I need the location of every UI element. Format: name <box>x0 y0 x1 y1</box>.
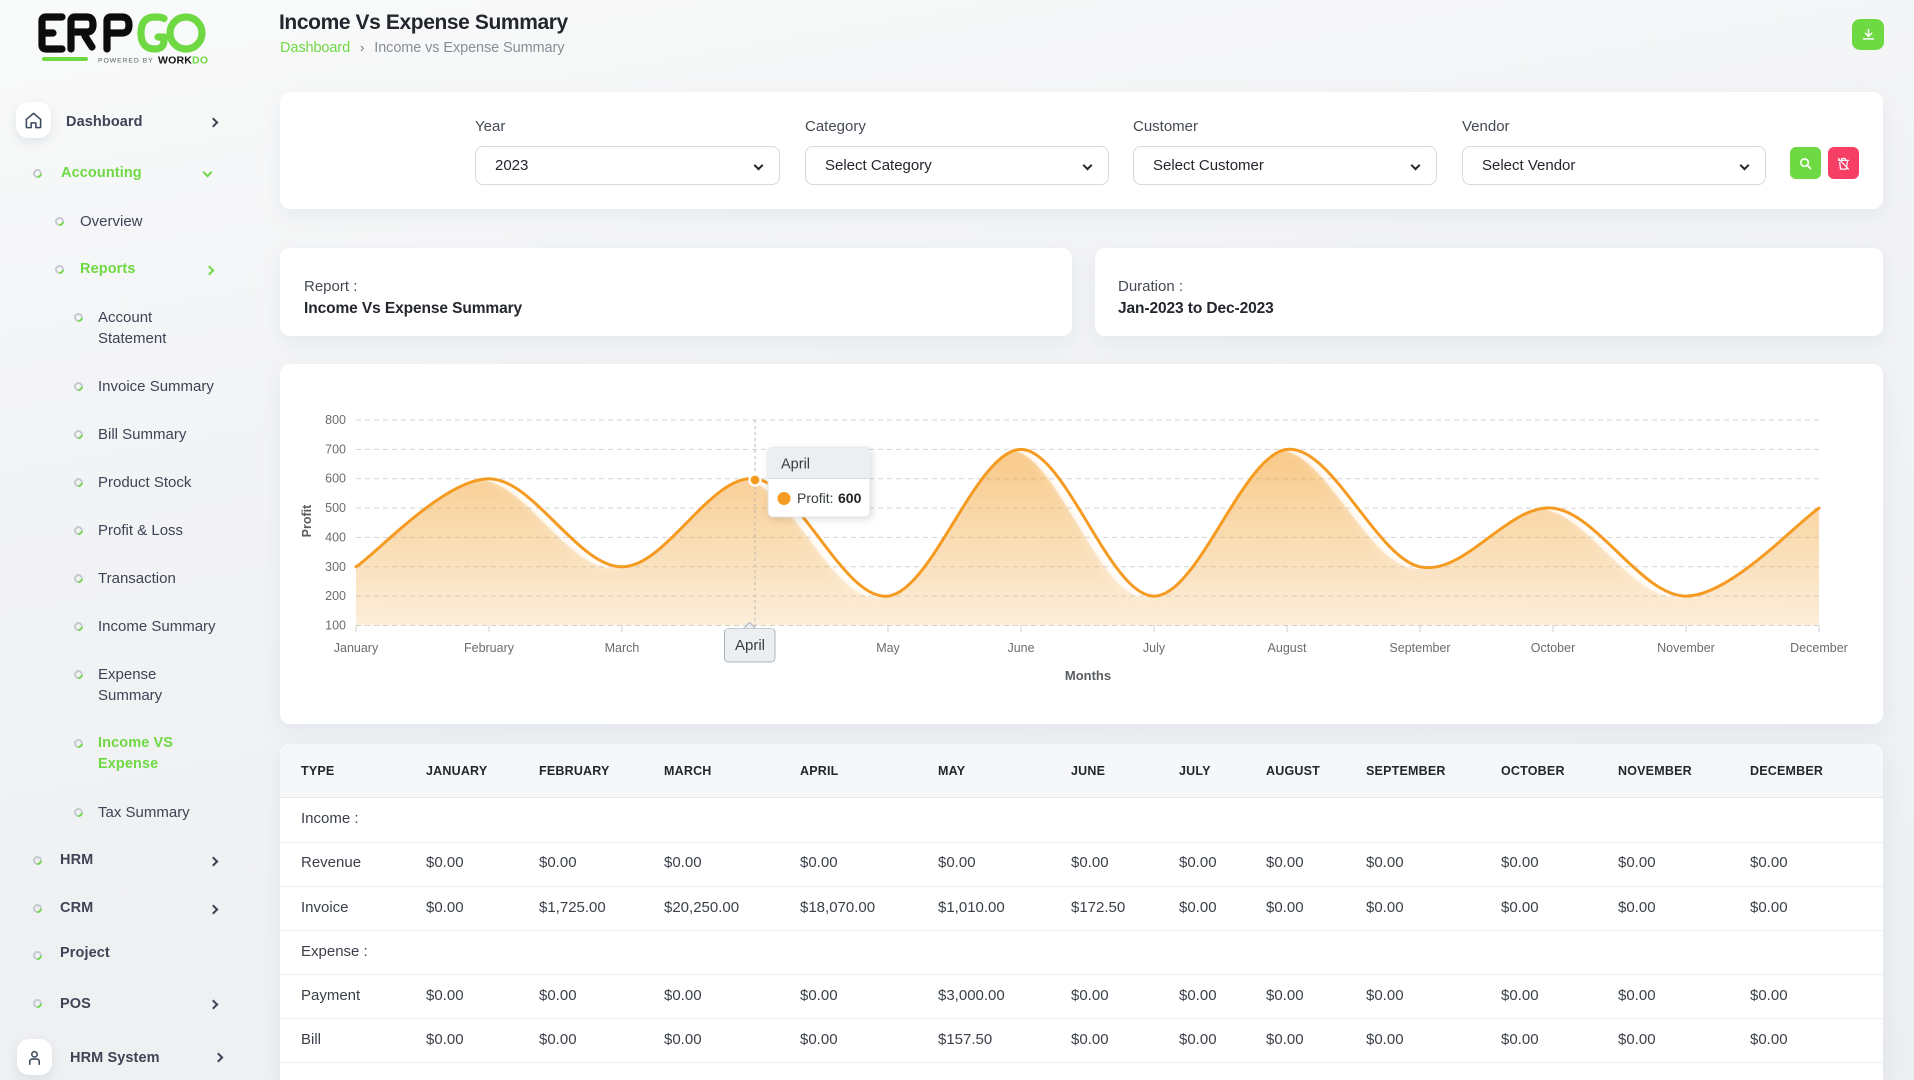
svg-text:400: 400 <box>325 530 346 544</box>
svg-text:Profit:: Profit: <box>797 490 834 506</box>
svg-text:WORKDO: WORKDO <box>158 55 208 67</box>
svg-text:October: October <box>1531 641 1575 655</box>
svg-text:100: 100 <box>325 619 346 633</box>
svg-text:April: April <box>781 457 810 473</box>
svg-text:600: 600 <box>325 472 346 486</box>
svg-text:September: September <box>1389 641 1450 655</box>
svg-text:April: April <box>735 637 765 654</box>
svg-text:December: December <box>1790 641 1848 655</box>
svg-text:May: May <box>876 641 900 655</box>
svg-text:Profit: Profit <box>300 504 314 537</box>
svg-text:February: February <box>464 641 515 655</box>
svg-text:June: June <box>1007 641 1034 655</box>
svg-text:600: 600 <box>838 490 862 506</box>
svg-text:800: 800 <box>325 413 346 427</box>
svg-text:200: 200 <box>325 589 346 603</box>
svg-text:November: November <box>1657 641 1715 655</box>
svg-text:July: July <box>1143 641 1166 655</box>
svg-text:January: January <box>334 641 379 655</box>
svg-text:March: March <box>605 641 640 655</box>
svg-text:August: August <box>1268 641 1307 655</box>
svg-text:700: 700 <box>325 442 346 456</box>
svg-text:POWERED BY: POWERED BY <box>98 58 154 65</box>
svg-text:300: 300 <box>325 560 346 574</box>
svg-text:500: 500 <box>325 501 346 515</box>
svg-text:Months: Months <box>1065 668 1111 683</box>
